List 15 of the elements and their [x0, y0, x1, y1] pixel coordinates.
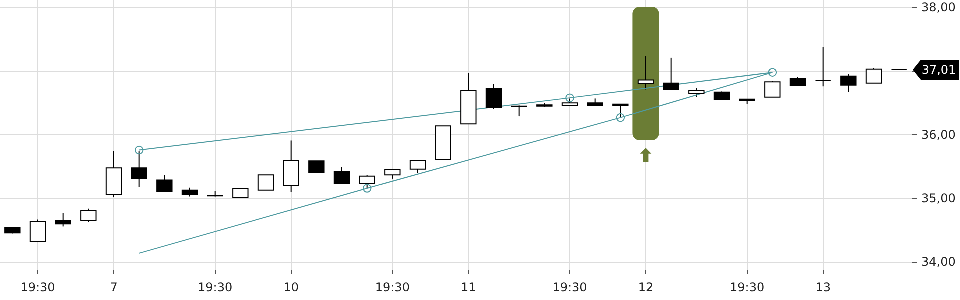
x-tick-label: 19:30 [730, 280, 765, 294]
x-tick-label: 10 [284, 280, 299, 294]
x-tick-label: 19:30 [552, 280, 588, 294]
x-tick-label: 19:30 [375, 280, 410, 294]
x-tick-label: 19:30 [198, 280, 233, 294]
x-tick-label: 13 [816, 280, 831, 294]
x-tick-label: 7 [110, 280, 118, 294]
x-tick-label: 11 [461, 280, 476, 294]
x-tick-label: 12 [638, 280, 654, 294]
y-tick-label: 34,00 [922, 255, 956, 270]
y-tick-label: 36,00 [922, 128, 956, 142]
text: 37,01 [922, 63, 956, 78]
y-tick-label: 35,00 [922, 192, 956, 206]
y-tick-label: 38,00 [922, 0, 956, 15]
x-tick-label: 19:30 [20, 280, 56, 294]
